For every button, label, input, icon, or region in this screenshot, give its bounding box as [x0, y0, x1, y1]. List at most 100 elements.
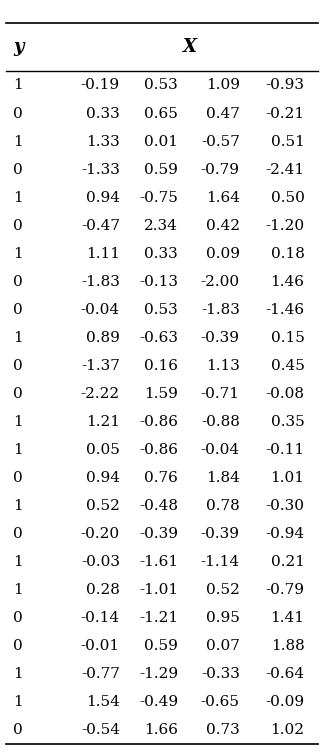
- Text: 1.66: 1.66: [144, 723, 178, 738]
- Text: 1: 1: [13, 499, 23, 513]
- Text: 0.53: 0.53: [145, 303, 178, 317]
- Text: -0.14: -0.14: [81, 611, 120, 625]
- Text: 0.73: 0.73: [206, 723, 240, 738]
- Text: -0.11: -0.11: [265, 443, 305, 457]
- Text: 0.94: 0.94: [86, 191, 120, 205]
- Text: 0.94: 0.94: [86, 471, 120, 485]
- Text: 1.46: 1.46: [271, 274, 305, 289]
- Text: 1: 1: [13, 443, 23, 457]
- Text: -0.75: -0.75: [139, 191, 178, 205]
- Text: 0.33: 0.33: [145, 247, 178, 261]
- Text: 1.13: 1.13: [206, 359, 240, 373]
- Text: -0.04: -0.04: [201, 443, 240, 457]
- Text: -2.41: -2.41: [265, 162, 305, 177]
- Text: -1.01: -1.01: [139, 584, 178, 597]
- Text: 1: 1: [13, 696, 23, 709]
- Text: 0: 0: [13, 219, 23, 232]
- Text: 0: 0: [13, 274, 23, 289]
- Text: 0.59: 0.59: [144, 162, 178, 177]
- Text: -2.22: -2.22: [81, 387, 120, 401]
- Text: -1.14: -1.14: [201, 555, 240, 569]
- Text: 1.21: 1.21: [86, 415, 120, 429]
- Text: 1.41: 1.41: [271, 611, 305, 625]
- Text: 1.88: 1.88: [271, 639, 305, 653]
- Text: -0.86: -0.86: [139, 443, 178, 457]
- Text: 0: 0: [13, 162, 23, 177]
- Text: 0: 0: [13, 723, 23, 738]
- Text: 1: 1: [13, 191, 23, 205]
- Text: -1.29: -1.29: [139, 667, 178, 681]
- Text: 0.52: 0.52: [206, 584, 240, 597]
- Text: 1.59: 1.59: [144, 387, 178, 401]
- Text: 0: 0: [13, 471, 23, 485]
- Text: -0.64: -0.64: [265, 667, 305, 681]
- Text: 1: 1: [13, 135, 23, 149]
- Text: 1.64: 1.64: [206, 191, 240, 205]
- Text: -0.57: -0.57: [201, 135, 240, 149]
- Text: 1: 1: [13, 667, 23, 681]
- Text: 1: 1: [13, 331, 23, 345]
- Text: 0.33: 0.33: [86, 107, 120, 120]
- Text: 2.34: 2.34: [144, 219, 178, 232]
- Text: 0.45: 0.45: [271, 359, 305, 373]
- Text: -1.37: -1.37: [81, 359, 120, 373]
- Text: -0.86: -0.86: [139, 415, 178, 429]
- Text: 1.33: 1.33: [86, 135, 120, 149]
- Text: -1.20: -1.20: [265, 219, 305, 232]
- Text: y: y: [13, 38, 23, 56]
- Text: -0.54: -0.54: [81, 723, 120, 738]
- Text: 0.89: 0.89: [86, 331, 120, 345]
- Text: 0: 0: [13, 107, 23, 120]
- Text: -0.09: -0.09: [265, 696, 305, 709]
- Text: 0.28: 0.28: [86, 584, 120, 597]
- Text: 0.16: 0.16: [144, 359, 178, 373]
- Text: -1.83: -1.83: [201, 303, 240, 317]
- Text: 0.01: 0.01: [144, 135, 178, 149]
- Text: -0.48: -0.48: [139, 499, 178, 513]
- Text: 0: 0: [13, 359, 23, 373]
- Text: 0.78: 0.78: [206, 499, 240, 513]
- Text: 0: 0: [13, 387, 23, 401]
- Text: -1.83: -1.83: [81, 274, 120, 289]
- Text: 0.95: 0.95: [206, 611, 240, 625]
- Text: -1.61: -1.61: [139, 555, 178, 569]
- Text: -0.79: -0.79: [266, 584, 305, 597]
- Text: 0.18: 0.18: [271, 247, 305, 261]
- Text: -0.03: -0.03: [81, 555, 120, 569]
- Text: -2.00: -2.00: [201, 274, 240, 289]
- Text: -0.63: -0.63: [139, 331, 178, 345]
- Text: 1: 1: [13, 247, 23, 261]
- Text: 1.01: 1.01: [271, 471, 305, 485]
- Text: 0: 0: [13, 527, 23, 541]
- Text: 0.35: 0.35: [271, 415, 305, 429]
- Text: -0.21: -0.21: [265, 107, 305, 120]
- Text: 0.05: 0.05: [86, 443, 120, 457]
- Text: -0.47: -0.47: [81, 219, 120, 232]
- Text: -0.49: -0.49: [139, 696, 178, 709]
- Text: -1.33: -1.33: [81, 162, 120, 177]
- Text: 1.11: 1.11: [86, 247, 120, 261]
- Text: 0.47: 0.47: [206, 107, 240, 120]
- Text: -0.01: -0.01: [81, 639, 120, 653]
- Text: 0.42: 0.42: [206, 219, 240, 232]
- Text: -0.39: -0.39: [201, 527, 240, 541]
- Text: 0.53: 0.53: [145, 78, 178, 92]
- Text: 1.84: 1.84: [206, 471, 240, 485]
- Text: 1: 1: [13, 415, 23, 429]
- Text: -0.88: -0.88: [201, 415, 240, 429]
- Text: -0.65: -0.65: [201, 696, 240, 709]
- Text: 0: 0: [13, 639, 23, 653]
- Text: 1: 1: [13, 555, 23, 569]
- Text: -0.08: -0.08: [266, 387, 305, 401]
- Text: -0.93: -0.93: [266, 78, 305, 92]
- Text: 0.76: 0.76: [144, 471, 178, 485]
- Text: -0.19: -0.19: [81, 78, 120, 92]
- Text: 0.09: 0.09: [206, 247, 240, 261]
- Text: -0.71: -0.71: [201, 387, 240, 401]
- Text: -0.20: -0.20: [81, 527, 120, 541]
- Text: 0.65: 0.65: [144, 107, 178, 120]
- Text: 1.54: 1.54: [86, 696, 120, 709]
- Text: 0.52: 0.52: [86, 499, 120, 513]
- Text: -0.33: -0.33: [201, 667, 240, 681]
- Text: 0.21: 0.21: [271, 555, 305, 569]
